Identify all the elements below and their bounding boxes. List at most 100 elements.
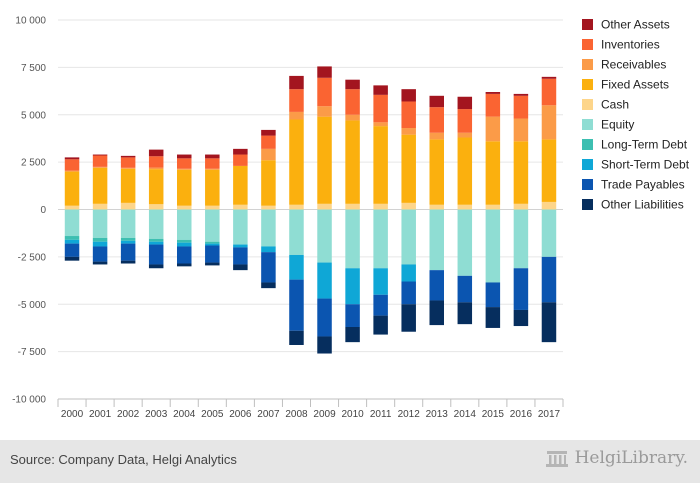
bar-segment (177, 242, 192, 247)
bar-segment (64, 170, 80, 172)
legend-label: Cash (601, 98, 629, 112)
bar-segment (177, 158, 192, 169)
bar-segment (64, 159, 80, 171)
bar-segment (317, 66, 332, 78)
bar-segment (205, 241, 220, 244)
bar-segment (205, 245, 220, 263)
bar-segment (261, 148, 276, 161)
legend-swatch (582, 39, 593, 50)
bar-segment (233, 209, 248, 245)
bar-segment (345, 120, 360, 204)
legend-label: Fixed Assets (601, 78, 669, 92)
x-tick-label: 2004 (173, 409, 196, 420)
legend-label: Other Liabilities (601, 198, 684, 212)
bar-segment (373, 85, 388, 95)
bar-segment (64, 243, 80, 257)
bar-segment (92, 209, 108, 238)
bar-segment (120, 155, 136, 158)
bar-segment (485, 93, 501, 117)
bar-segment (541, 139, 557, 202)
bar-segment (429, 270, 444, 301)
bar-segment (541, 201, 557, 210)
bar-segment (317, 336, 332, 354)
bar-segment (457, 209, 473, 276)
x-tick-label: 2006 (229, 409, 252, 420)
bar-segment (401, 202, 416, 210)
bar-segment (485, 209, 501, 283)
x-tick-label: 2008 (285, 409, 308, 420)
x-axis: 2000 2001 2002 2003 2004 2005 2006 2007 2008 2009… (57, 398, 564, 420)
bar-segment (429, 95, 444, 108)
y-tick-label: 5 000 (21, 110, 46, 121)
bar-segment (92, 167, 108, 204)
bar-segment (289, 209, 304, 255)
bar-segment (457, 204, 473, 210)
bar-segment (457, 132, 473, 138)
legend-label: Receivables (601, 58, 666, 72)
bar-segment (64, 171, 80, 206)
bar-segment (64, 205, 80, 210)
bar-segment (92, 237, 108, 242)
bar-segment (177, 205, 192, 210)
bar-segment (233, 204, 248, 210)
bar-segment (429, 139, 444, 205)
bars (64, 66, 557, 354)
bar-segment (457, 137, 473, 205)
x-tick-label: 2010 (341, 409, 364, 420)
bar-segment (92, 203, 108, 210)
y-tick-label: -5 000 (18, 300, 47, 311)
bar-segment (261, 205, 276, 210)
bar-segment (148, 204, 164, 210)
x-tick-label: 2007 (257, 409, 280, 420)
x-tick-label: 2002 (117, 409, 140, 420)
legend-label: Trade Payables (601, 178, 685, 192)
bar-segment (373, 126, 388, 204)
library-building-icon (545, 451, 568, 467)
y-tick-label: 7 500 (21, 63, 46, 74)
bar-segment (120, 240, 136, 244)
bar-segment (345, 79, 360, 90)
bar-segment (177, 209, 192, 240)
bar-segment (513, 93, 529, 96)
bar-segment (233, 264, 248, 271)
bar-segment (289, 111, 304, 120)
x-tick-label: 2000 (61, 409, 84, 420)
bar-segment (233, 165, 248, 205)
bar-segment (513, 268, 529, 310)
bar-segment (205, 169, 220, 206)
bar-segment (373, 203, 388, 210)
bar-segment (233, 244, 248, 248)
bar-segment (429, 107, 444, 133)
bar-segment (317, 209, 332, 263)
y-tick-label: -7 500 (18, 347, 47, 358)
legend-label: Inventories (601, 38, 660, 52)
bar-segment (148, 264, 164, 269)
bar-segment (64, 157, 80, 160)
bar-segment (513, 118, 529, 142)
bar-segment (64, 239, 80, 244)
bar-segment (92, 246, 108, 262)
bar-segment (317, 77, 332, 107)
legend-swatch (582, 119, 593, 130)
bar-segment (261, 160, 276, 206)
y-axis: 10 000 7 500 5 000 2 500 0 -2 500 -5 000 -7 500… (12, 16, 46, 406)
bar-segment (120, 157, 136, 168)
x-tick-label: 2012 (398, 409, 421, 420)
bar-segment (233, 154, 248, 166)
x-tick-label: 2013 (426, 409, 449, 420)
legend-swatch (582, 59, 593, 70)
y-tick-label: 10 000 (15, 16, 46, 27)
bar-segment (148, 209, 164, 239)
bar-segment (317, 203, 332, 210)
legend-swatch (582, 19, 593, 30)
bar-segment (261, 282, 276, 289)
bar-segment (148, 167, 164, 170)
bar-segment (373, 209, 388, 269)
bar-segment (205, 154, 220, 159)
bar-segment (177, 168, 192, 170)
bar-segment (513, 141, 529, 204)
bar-segment (345, 268, 360, 305)
legend-swatch (582, 199, 593, 210)
helgi-library-logo[interactable]: HelgiLibrary. (545, 448, 688, 468)
bar-segment (120, 243, 136, 261)
